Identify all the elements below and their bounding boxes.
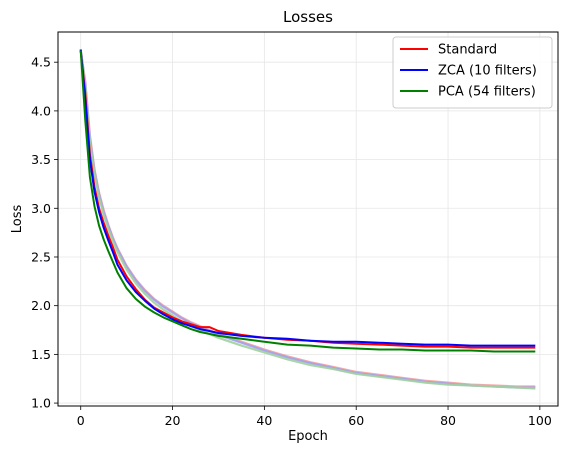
y-tick-label: 3.5 (31, 152, 51, 167)
y-axis-label: Loss (10, 205, 25, 234)
legend-label: Standard (438, 43, 497, 58)
x-tick-label: 20 (165, 413, 181, 428)
legend-box (392, 36, 553, 109)
x-tick-label: 100 (528, 413, 552, 428)
x-axis-label: Epoch (288, 429, 328, 444)
legend: Standard ZCA (10 filters) PCA (54 filters) (392, 36, 553, 109)
y-tick-label: 1.0 (31, 396, 51, 411)
legend-label: PCA (54 filters) (438, 85, 536, 100)
main-series-group (79, 49, 536, 353)
series-line-pca (79, 50, 536, 353)
chart-title: Losses (283, 8, 333, 26)
x-tick-label: 0 (77, 413, 85, 428)
y-tick-label: 2.5 (31, 249, 51, 264)
x-tick-label: 80 (440, 413, 456, 428)
x-tick-label: 60 (348, 413, 364, 428)
y-axis-ticks: 1.0 1.5 2.0 2.5 3.0 3.5 4.0 4.5 (31, 55, 58, 411)
y-tick-label: 2.0 (31, 298, 51, 313)
series-line-zca (79, 49, 536, 347)
series-line-standard (79, 50, 536, 349)
x-tick-label: 40 (256, 413, 272, 428)
x-axis-ticks: 0 20 40 60 80 100 (77, 406, 552, 428)
plot-frame (57, 31, 559, 407)
y-tick-label: 3.0 (31, 201, 51, 216)
y-tick-label: 4.0 (31, 103, 51, 118)
legend-label: ZCA (10 filters) (438, 64, 537, 79)
y-tick-label: 1.5 (31, 347, 51, 362)
y-tick-label: 4.5 (31, 55, 51, 70)
